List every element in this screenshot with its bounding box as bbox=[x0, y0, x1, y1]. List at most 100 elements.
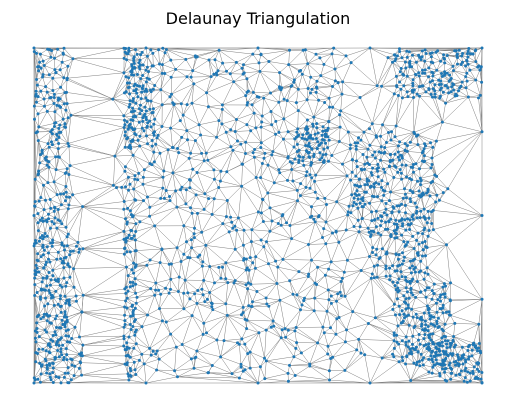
data-point bbox=[36, 259, 40, 263]
data-point bbox=[64, 185, 68, 188]
data-point bbox=[123, 50, 127, 54]
data-point bbox=[133, 306, 137, 310]
data-point bbox=[357, 177, 361, 181]
data-point bbox=[426, 329, 430, 333]
data-point bbox=[371, 166, 375, 170]
data-point bbox=[132, 57, 136, 61]
data-point bbox=[444, 284, 447, 288]
data-point bbox=[64, 171, 68, 175]
data-point bbox=[406, 240, 410, 244]
data-point bbox=[444, 84, 448, 88]
data-point bbox=[42, 64, 46, 67]
data-point bbox=[122, 325, 126, 329]
data-point bbox=[168, 95, 172, 99]
data-point bbox=[115, 186, 118, 190]
data-point bbox=[283, 327, 287, 331]
data-point bbox=[59, 310, 63, 314]
data-point bbox=[269, 325, 273, 329]
data-point bbox=[173, 369, 177, 373]
data-point bbox=[132, 84, 136, 88]
data-point bbox=[424, 52, 428, 55]
data-point bbox=[260, 114, 264, 118]
data-point bbox=[130, 268, 134, 272]
data-point bbox=[441, 358, 445, 362]
data-point bbox=[154, 281, 158, 285]
data-point bbox=[310, 147, 314, 151]
data-point bbox=[476, 361, 480, 365]
data-point bbox=[187, 156, 191, 160]
data-point bbox=[393, 222, 396, 226]
data-point bbox=[300, 72, 304, 76]
data-point bbox=[123, 313, 127, 317]
data-point bbox=[71, 249, 75, 253]
data-point bbox=[201, 332, 205, 336]
data-point bbox=[424, 245, 428, 249]
data-point bbox=[343, 340, 347, 344]
data-point bbox=[366, 147, 370, 151]
data-point bbox=[445, 54, 449, 57]
data-point bbox=[189, 206, 192, 210]
data-point bbox=[174, 189, 178, 193]
data-point bbox=[262, 245, 266, 249]
data-point bbox=[393, 152, 397, 156]
data-point bbox=[412, 361, 416, 365]
data-point bbox=[404, 163, 408, 167]
data-point bbox=[430, 222, 434, 225]
data-point bbox=[396, 155, 400, 159]
data-point bbox=[330, 154, 334, 157]
data-point bbox=[195, 171, 199, 174]
data-point bbox=[419, 290, 423, 294]
data-point bbox=[396, 94, 400, 97]
data-point bbox=[229, 145, 233, 149]
data-point bbox=[337, 240, 341, 244]
data-point bbox=[392, 92, 396, 96]
data-point bbox=[430, 357, 434, 361]
data-point bbox=[450, 85, 454, 89]
data-point bbox=[313, 296, 317, 300]
data-point bbox=[142, 168, 146, 172]
data-point bbox=[392, 346, 396, 350]
data-point bbox=[363, 162, 367, 166]
data-point bbox=[454, 343, 457, 347]
data-point bbox=[137, 61, 141, 65]
data-point bbox=[397, 204, 401, 208]
data-point bbox=[422, 154, 426, 158]
data-point bbox=[48, 321, 52, 325]
data-point bbox=[422, 207, 426, 211]
data-point bbox=[58, 219, 62, 223]
data-point bbox=[429, 166, 433, 170]
data-point bbox=[290, 168, 294, 171]
data-point bbox=[384, 267, 388, 271]
data-point bbox=[184, 202, 188, 206]
data-point bbox=[441, 311, 445, 315]
data-point bbox=[196, 211, 199, 215]
data-point bbox=[43, 328, 47, 332]
data-point bbox=[378, 256, 382, 260]
data-point bbox=[63, 248, 66, 252]
data-point bbox=[51, 76, 55, 80]
data-point bbox=[184, 57, 188, 61]
data-point bbox=[242, 63, 245, 67]
data-point bbox=[356, 197, 360, 201]
data-point bbox=[333, 67, 337, 71]
data-point bbox=[425, 304, 429, 308]
data-point bbox=[140, 50, 144, 54]
data-point bbox=[400, 355, 404, 359]
data-point bbox=[480, 214, 484, 217]
data-point bbox=[56, 277, 60, 281]
data-point bbox=[229, 215, 233, 219]
data-point bbox=[78, 352, 81, 356]
data-point bbox=[48, 363, 52, 367]
data-point bbox=[184, 188, 188, 192]
data-point bbox=[64, 108, 68, 112]
data-point bbox=[132, 234, 136, 238]
data-point bbox=[419, 183, 423, 187]
data-point bbox=[126, 372, 130, 376]
data-point bbox=[131, 215, 135, 219]
data-point bbox=[413, 201, 417, 205]
data-point bbox=[443, 70, 447, 74]
data-point bbox=[396, 281, 399, 285]
data-point bbox=[178, 119, 182, 123]
data-point bbox=[130, 63, 134, 67]
data-point bbox=[161, 186, 165, 190]
